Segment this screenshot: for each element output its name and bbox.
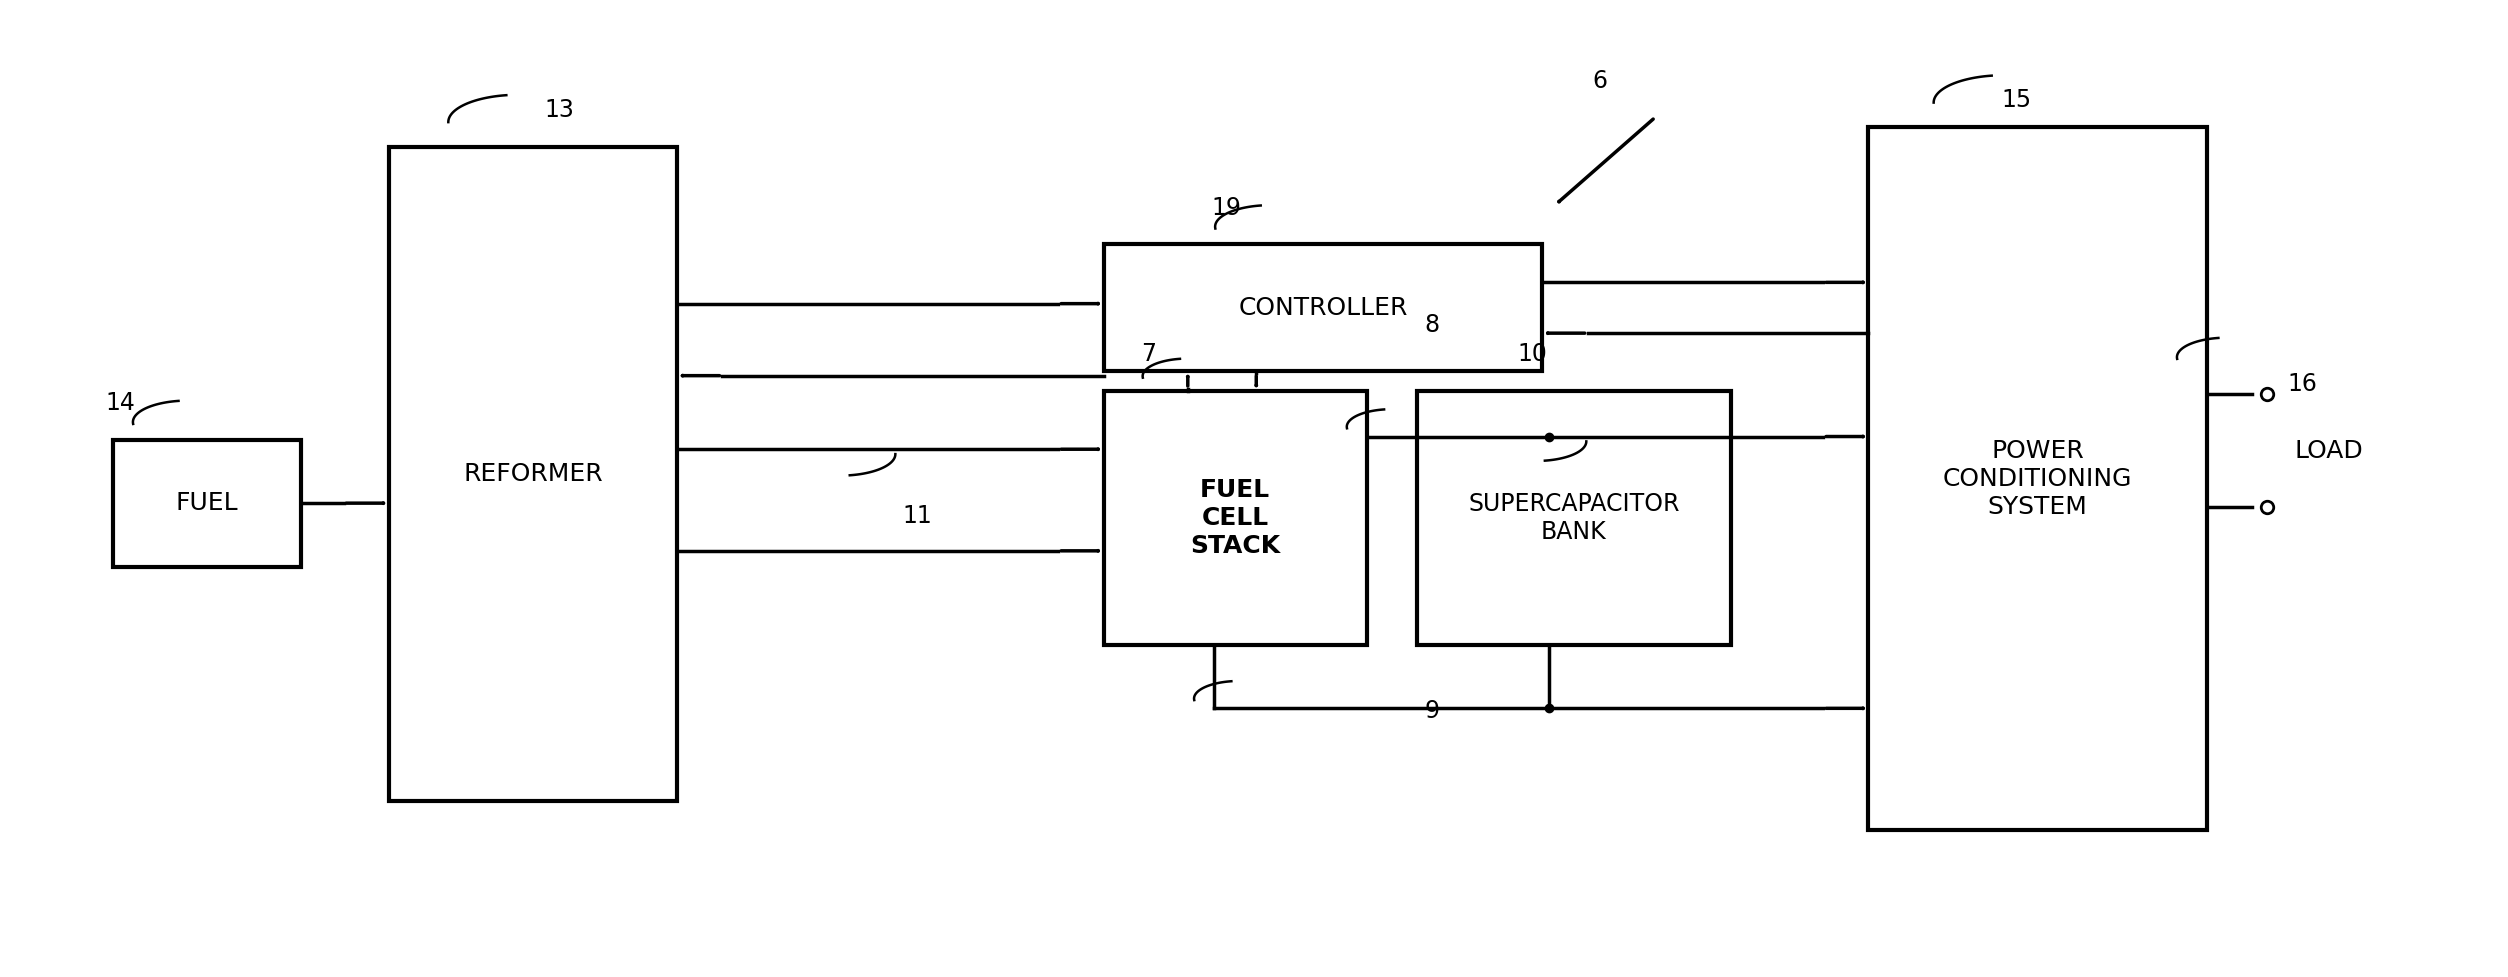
Text: SUPERCAPACITOR
BANK: SUPERCAPACITOR BANK bbox=[1467, 491, 1680, 544]
Text: 8: 8 bbox=[1425, 313, 1440, 337]
Text: POWER
CONDITIONING
SYSTEM: POWER CONDITIONING SYSTEM bbox=[1944, 439, 2132, 519]
Text: FUEL
CELL
STACK: FUEL CELL STACK bbox=[1191, 478, 1279, 558]
Text: 6: 6 bbox=[1593, 68, 1608, 93]
Text: LOAD: LOAD bbox=[2295, 439, 2363, 462]
Bar bbox=[1868, 127, 2207, 830]
Text: CONTROLLER: CONTROLLER bbox=[1239, 296, 1407, 319]
Text: 15: 15 bbox=[2001, 88, 2031, 112]
Text: 10: 10 bbox=[1517, 342, 1547, 366]
Bar bbox=[1104, 391, 1367, 645]
Text: 19: 19 bbox=[1211, 195, 1241, 220]
Text: 9: 9 bbox=[1425, 699, 1440, 723]
Bar bbox=[1104, 244, 1542, 371]
Text: 11: 11 bbox=[903, 503, 933, 528]
Bar bbox=[389, 147, 677, 801]
Text: 16: 16 bbox=[2287, 371, 2317, 396]
Text: FUEL: FUEL bbox=[176, 491, 238, 515]
Bar bbox=[113, 440, 301, 567]
Text: 13: 13 bbox=[544, 98, 574, 122]
Text: 7: 7 bbox=[1141, 342, 1156, 366]
Bar bbox=[1417, 391, 1731, 645]
Text: 14: 14 bbox=[105, 391, 135, 415]
Text: REFORMER: REFORMER bbox=[464, 462, 602, 486]
